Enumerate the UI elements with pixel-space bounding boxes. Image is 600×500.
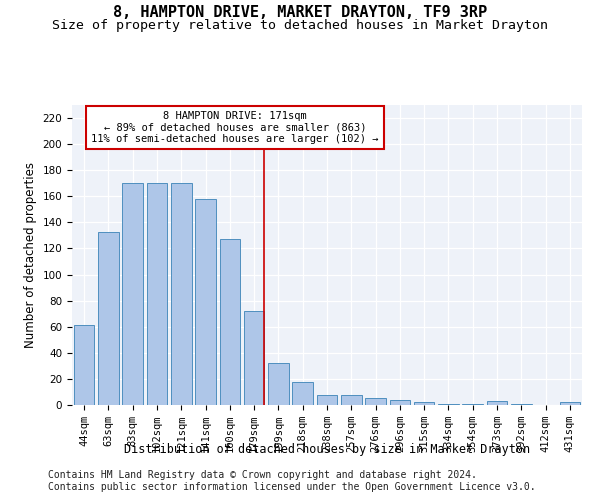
Bar (560, 402, 580, 405)
Bar (195, 199, 216, 405)
Bar (244, 311, 265, 405)
Text: 8, HAMPTON DRIVE, MARKET DRAYTON, TF9 3RP: 8, HAMPTON DRIVE, MARKET DRAYTON, TF9 3R… (113, 5, 487, 20)
Bar (511, 404, 532, 405)
Bar (268, 364, 289, 405)
Y-axis label: Number of detached properties: Number of detached properties (24, 162, 37, 348)
Bar (341, 394, 362, 405)
Bar (438, 404, 459, 405)
Bar (487, 401, 508, 405)
Bar (389, 400, 410, 405)
Bar (463, 404, 483, 405)
Bar (146, 184, 167, 405)
Text: Size of property relative to detached houses in Market Drayton: Size of property relative to detached ho… (52, 19, 548, 32)
Bar (317, 394, 337, 405)
Bar (365, 398, 386, 405)
Bar (171, 184, 191, 405)
Bar (98, 232, 119, 405)
Text: Contains HM Land Registry data © Crown copyright and database right 2024.: Contains HM Land Registry data © Crown c… (48, 470, 477, 480)
Bar (292, 382, 313, 405)
Bar (220, 240, 240, 405)
Text: Distribution of detached houses by size in Market Drayton: Distribution of detached houses by size … (124, 442, 530, 456)
Text: 8 HAMPTON DRIVE: 171sqm
← 89% of detached houses are smaller (863)
11% of semi-d: 8 HAMPTON DRIVE: 171sqm ← 89% of detache… (91, 111, 379, 144)
Bar (414, 402, 434, 405)
Bar (74, 326, 94, 405)
Bar (122, 184, 143, 405)
Text: Contains public sector information licensed under the Open Government Licence v3: Contains public sector information licen… (48, 482, 536, 492)
